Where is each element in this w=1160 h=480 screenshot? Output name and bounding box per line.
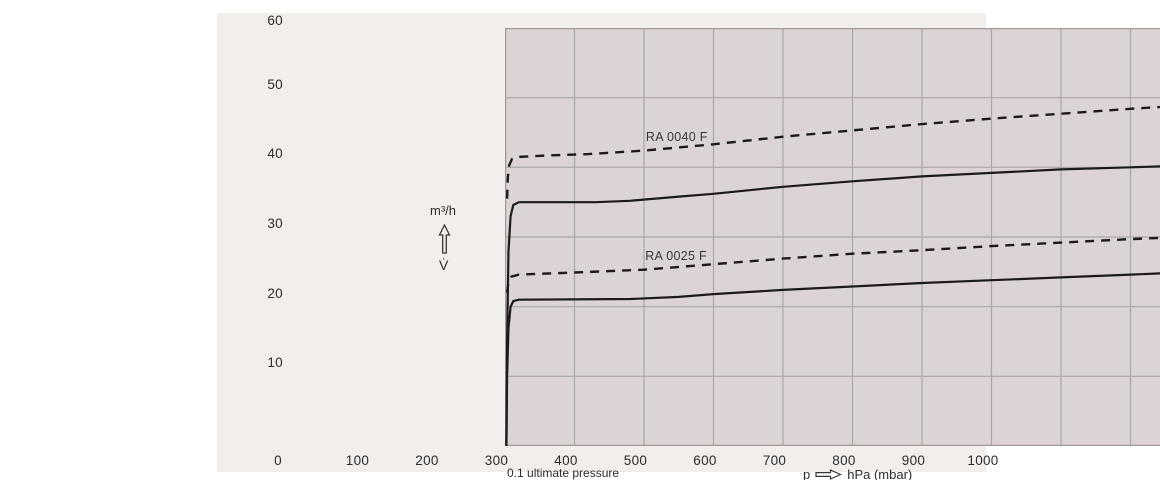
plot-canvas [505, 28, 1160, 446]
y-tick-label: 30 [267, 216, 283, 231]
right-arrow-icon [815, 469, 843, 480]
x-tick-label: 800 [832, 453, 856, 468]
y-tick-label: 60 [267, 13, 283, 28]
curve-label: RA 0040 F [645, 129, 708, 144]
x-tick-label: 400 [554, 453, 578, 468]
gridlines [505, 28, 1160, 446]
x-tick-label: 100 [345, 453, 370, 468]
x-tick-label: 200 [415, 453, 439, 468]
curve-label: RA 0025 F [645, 248, 707, 263]
pressure-symbol: p [803, 467, 811, 480]
x-tick-label: 1000 [967, 453, 999, 468]
flow-rate-symbol: V̇ [439, 257, 449, 273]
curve-ra-0040-f-solid [505, 165, 1160, 446]
y-tick-label: 10 [267, 355, 283, 371]
y-tick-label: 50 [267, 76, 283, 92]
x-tick-label: 700 [762, 453, 787, 468]
up-arrow-icon [438, 223, 451, 259]
x-tick-label: 500 [623, 453, 648, 468]
curve-ra-0025-f-dashed [505, 236, 1160, 293]
x-axis-label: p hPa (mbar) [803, 467, 912, 480]
x-axis-unit-label: hPa (mbar) [847, 467, 913, 480]
curve-ra-0040-f-dashed [505, 105, 1160, 199]
x-tick-label: 300 [484, 453, 509, 468]
x-tick-label: 600 [693, 453, 717, 468]
x-tick-label: 900 [901, 453, 926, 468]
x-tick-label: 0 [274, 453, 282, 468]
y-tick-label: 20 [267, 285, 283, 301]
chart-panel: m³/h V̇ 0 100 200 300 400 500 600 700 800 900 1000… [217, 13, 1160, 480]
y-axis-unit-label: m³/h [430, 203, 456, 218]
plot-area [505, 28, 1160, 446]
ultimate-pressure-note: 0.1 ultimate pressure [507, 466, 620, 480]
y-tick-label: 40 [267, 146, 283, 162]
curve-ra-0025-f-solid [505, 272, 1160, 446]
plot-border [505, 28, 1160, 446]
